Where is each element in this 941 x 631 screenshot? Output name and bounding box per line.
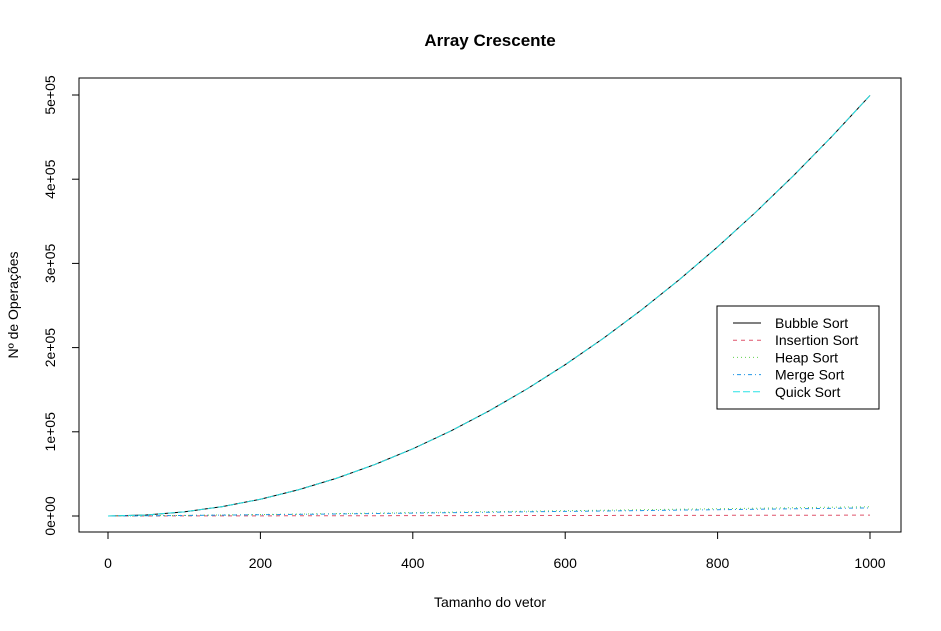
- legend-label: Heap Sort: [775, 349, 838, 365]
- legend-label: Insertion Sort: [775, 332, 858, 348]
- y-axis: 0e+00 1e+05 2e+05 3e+05 4e+05 5e+05: [42, 75, 80, 536]
- series-line-insertion-sort: [107, 514, 871, 517]
- y-tick-label: 4e+05: [42, 159, 58, 199]
- y-tick-label: 1e+05: [42, 412, 58, 452]
- legend-label: Merge Sort: [775, 367, 844, 383]
- plot-frame: [78, 77, 902, 533]
- x-tick-label: 800: [706, 555, 730, 571]
- series-layer: [107, 95, 871, 517]
- legend-label: Quick Sort: [775, 384, 840, 400]
- y-axis-label: Nº de Operações: [5, 251, 21, 358]
- legend-label: Bubble Sort: [775, 315, 848, 331]
- x-axis-label: Tamanho do vetor: [434, 594, 546, 610]
- series-line-merge-sort: [107, 507, 871, 517]
- y-tick-label: 2e+05: [42, 328, 58, 368]
- x-tick-label: 0: [104, 555, 112, 571]
- chart-title: Array Crescente: [424, 31, 555, 50]
- y-tick-label: 5e+05: [42, 75, 58, 115]
- x-tick-label: 600: [554, 555, 578, 571]
- x-axis: 0 200 400 600 800 1000: [104, 531, 886, 571]
- series-line-quick-sort: [107, 95, 871, 517]
- x-tick-label: 1000: [854, 555, 885, 571]
- x-tick-label: 400: [401, 555, 425, 571]
- y-tick-label: 0e+00: [42, 496, 58, 536]
- series-line-heap-sort: [107, 506, 871, 517]
- x-tick-label: 200: [249, 555, 273, 571]
- y-tick-label: 3e+05: [42, 244, 58, 284]
